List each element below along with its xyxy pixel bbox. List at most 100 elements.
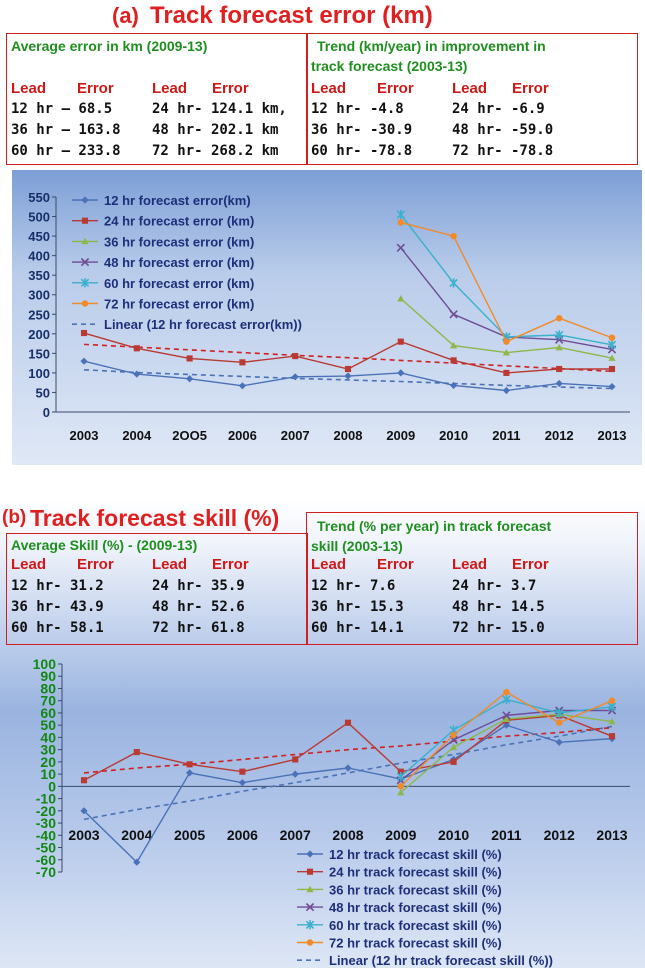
legend-label: 36 hr track forecast skill (%): [329, 882, 502, 897]
y-tick-label: -30: [36, 815, 56, 831]
trend-skill-row: 36 hr- 15.3: [311, 599, 404, 615]
x-tick-label: 2004: [121, 827, 152, 843]
data-point: [450, 232, 457, 240]
legend-label: 48 hr track forecast skill (%): [329, 900, 502, 915]
data-point: [397, 369, 405, 377]
data-point: [292, 756, 299, 763]
data-point: [555, 708, 564, 718]
trend-error-title-2: track forecast (2003-13): [311, 58, 468, 74]
trend-line-24hr: [83, 343, 613, 373]
avg-error-header-1: Lead: [11, 80, 47, 97]
trend-line-24hr: [83, 726, 613, 774]
legend-label: Linear (12 hr track forecast skill (%)): [329, 953, 553, 968]
legend-marker: [306, 868, 314, 875]
x-tick-label: 2010: [438, 827, 469, 843]
legend-label: 72 hr forecast error (km): [104, 297, 254, 312]
data-point: [396, 243, 405, 252]
data-point: [292, 353, 299, 360]
avg-skill-row: 60 hr- 58.1: [11, 620, 104, 636]
avg-error-box: Average error in km (2009-13) Lead Error…: [6, 33, 308, 165]
x-tick-label: 2005: [174, 827, 205, 843]
trend-skill-header-1: Lead: [311, 556, 347, 573]
data-point: [80, 777, 88, 784]
data-point: [238, 779, 246, 787]
data-point: [186, 375, 194, 383]
data-point: [238, 382, 246, 390]
y-tick-label: -70: [36, 864, 56, 880]
legend-marker: [306, 939, 314, 946]
data-point: [608, 733, 616, 740]
legend: 12 hr track forecast skill (%) 24 hr trac…: [297, 847, 553, 968]
trend-error-header-1: Lead: [311, 80, 347, 97]
avg-skill-row: 48 hr- 52.6: [152, 599, 245, 615]
data-point: [450, 341, 458, 349]
data-point: [449, 310, 458, 319]
data-point: [397, 788, 405, 796]
trend-error-row: 24 hr- -6.9: [452, 101, 545, 117]
trend-line-12hr: [83, 725, 613, 821]
y-tick-label: 40: [40, 729, 56, 745]
data-point: [133, 345, 140, 352]
data-point: [502, 386, 510, 395]
avg-skill-row: 24 hr- 35.9: [152, 578, 245, 594]
avg-skill-title: Average Skill (%) - (2009-13): [11, 537, 198, 553]
chart-b: -70-60-50-40-30-20-100102030405060708090…: [33, 656, 630, 968]
y-tick-label: 90: [40, 668, 56, 684]
avg-skill-header-2: Error: [77, 556, 114, 573]
trend-skill-header-3: Lead: [452, 556, 488, 573]
y-tick-label: -10: [36, 791, 56, 807]
x-tick-label: 2013: [596, 827, 627, 843]
data-point: [396, 771, 405, 782]
data-point: [503, 338, 510, 345]
y-tick-label: 400: [28, 249, 50, 264]
avg-error-row: 48 hr- 202.1 km: [152, 122, 279, 138]
data-point: [450, 381, 458, 390]
avg-skill-header-4: Error: [212, 556, 249, 573]
data-point: [607, 340, 617, 350]
trend-error-row: 36 hr- -30.9: [311, 122, 413, 138]
data-point: [503, 688, 510, 696]
y-tick-label: 300: [28, 288, 50, 303]
data-point: [449, 278, 458, 288]
series-line: [400, 691, 613, 787]
x-tick-label: 2012: [545, 428, 574, 443]
y-tick-label: 350: [28, 268, 50, 283]
x-tick-label: 2OO5: [172, 428, 207, 443]
legend-label: 72 hr track forecast skill (%): [329, 936, 502, 951]
x-tick-label: 2008: [334, 428, 363, 443]
trend-skill-header-2: Error: [377, 556, 414, 573]
panel-b-label: (b): [2, 507, 27, 528]
data-point: [80, 329, 88, 337]
data-point: [397, 219, 405, 226]
trend-skill-row: 12 hr- 7.6: [311, 578, 396, 594]
legend-label: 24 hr forecast error (km): [104, 214, 254, 229]
data-point: [555, 379, 563, 388]
data-point: [397, 295, 405, 302]
data-point: [344, 365, 352, 373]
avg-error-title: Average error in km (2009-13): [11, 38, 208, 54]
data-point: [502, 711, 511, 720]
data-point: [608, 697, 616, 704]
data-point: [291, 770, 299, 778]
y-tick-label: 20: [40, 754, 56, 770]
x-tick-label: 2011: [492, 428, 520, 443]
y-tick-label: -20: [36, 803, 56, 819]
y-tick-label: 200: [28, 327, 50, 342]
data-point: [555, 343, 563, 351]
legend-marker: [81, 217, 89, 224]
data-point: [503, 369, 510, 376]
y-tick-label: 0: [43, 405, 50, 420]
data-point: [450, 731, 457, 739]
legend-label: Linear (12 hr forecast error(km)): [104, 317, 302, 332]
data-point: [555, 314, 563, 322]
data-point: [502, 348, 510, 356]
y-tick-label: 60: [40, 705, 56, 721]
data-point: [396, 209, 405, 220]
trend-skill-title-1: Trend (% per year) in track forecast: [317, 518, 552, 534]
avg-skill-row: 72 hr- 61.8: [152, 620, 245, 636]
y-tick-label: 100: [28, 366, 50, 381]
x-tick-label: 2010: [439, 428, 468, 443]
data-point: [502, 721, 510, 729]
data-point: [608, 717, 616, 725]
data-point: [344, 719, 352, 726]
